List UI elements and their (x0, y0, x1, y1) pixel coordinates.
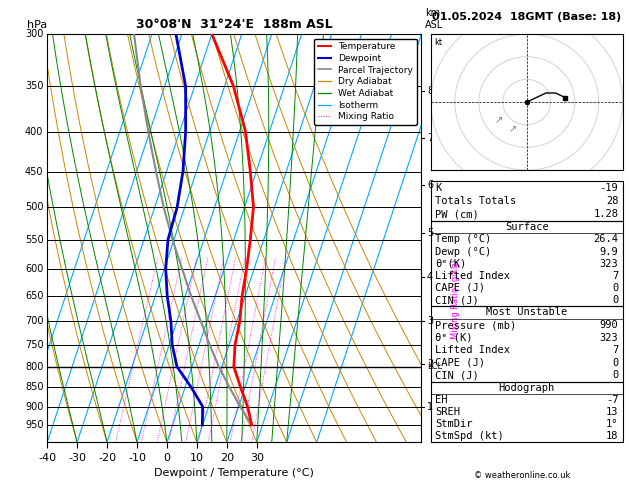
Text: 8: 8 (427, 86, 433, 96)
Text: 0: 0 (612, 358, 618, 368)
Text: 7: 7 (612, 271, 618, 281)
Text: 850: 850 (25, 382, 43, 392)
Text: km
ASL: km ASL (425, 8, 443, 30)
Text: 3: 3 (155, 447, 159, 453)
Text: 323: 323 (599, 332, 618, 343)
Text: 600: 600 (25, 264, 43, 274)
Text: K: K (435, 183, 442, 193)
Text: Most Unstable: Most Unstable (486, 308, 567, 317)
Text: 1.28: 1.28 (593, 209, 618, 220)
Text: Lifted Index: Lifted Index (435, 345, 510, 355)
Text: CAPE (J): CAPE (J) (435, 283, 485, 293)
Text: θᵉ(K): θᵉ(K) (435, 259, 467, 269)
Text: hPa: hPa (26, 20, 47, 30)
Text: LCL: LCL (427, 362, 442, 371)
Text: 13: 13 (606, 407, 618, 417)
Text: 26.4: 26.4 (593, 234, 618, 244)
Text: 550: 550 (25, 235, 43, 244)
Text: 450: 450 (25, 167, 43, 176)
Text: 700: 700 (25, 316, 43, 326)
Text: Hodograph: Hodograph (499, 382, 555, 393)
Text: 1: 1 (427, 401, 433, 412)
Text: 7: 7 (612, 345, 618, 355)
Text: kt: kt (435, 38, 443, 47)
Text: 01.05.2024  18GMT (Base: 18): 01.05.2024 18GMT (Base: 18) (432, 12, 621, 22)
Text: SREH: SREH (435, 407, 460, 417)
Text: StmSpd (kt): StmSpd (kt) (435, 431, 504, 441)
Text: 500: 500 (25, 202, 43, 212)
Text: Mixing Ratio (g/kg): Mixing Ratio (g/kg) (450, 260, 460, 339)
Title: 30°08'N  31°24'E  188m ASL: 30°08'N 31°24'E 188m ASL (136, 18, 333, 32)
Text: 1°: 1° (606, 419, 618, 429)
Text: Dewp (°C): Dewp (°C) (435, 246, 491, 257)
Text: 0: 0 (612, 370, 618, 380)
Text: Lifted Index: Lifted Index (435, 271, 510, 281)
Text: Surface: Surface (505, 222, 548, 232)
Text: © weatheronline.co.uk: © weatheronline.co.uk (474, 471, 571, 480)
Text: 650: 650 (25, 291, 43, 301)
Text: 6: 6 (427, 180, 433, 190)
Text: 323: 323 (599, 259, 618, 269)
Text: CIN (J): CIN (J) (435, 370, 479, 380)
Text: 0: 0 (612, 295, 618, 305)
Text: $\nearrow$: $\nearrow$ (507, 124, 518, 134)
Text: Pressure (mb): Pressure (mb) (435, 320, 516, 330)
Text: 8: 8 (196, 447, 201, 453)
Text: 950: 950 (25, 420, 43, 430)
Text: CIN (J): CIN (J) (435, 295, 479, 305)
Text: 2: 2 (427, 360, 433, 369)
Text: 25: 25 (247, 447, 256, 453)
Text: StmDir: StmDir (435, 419, 473, 429)
Text: 1: 1 (113, 447, 118, 453)
X-axis label: Dewpoint / Temperature (°C): Dewpoint / Temperature (°C) (154, 468, 314, 478)
Text: Totals Totals: Totals Totals (435, 196, 516, 206)
Text: -19: -19 (599, 183, 618, 193)
Text: -7: -7 (606, 395, 618, 405)
Text: 750: 750 (25, 340, 43, 350)
Text: θᵉ (K): θᵉ (K) (435, 332, 473, 343)
Text: 4: 4 (427, 273, 433, 282)
Text: 0: 0 (612, 283, 618, 293)
Text: PW (cm): PW (cm) (435, 209, 479, 220)
Text: 400: 400 (25, 126, 43, 137)
Legend: Temperature, Dewpoint, Parcel Trajectory, Dry Adiabat, Wet Adiabat, Isotherm, Mi: Temperature, Dewpoint, Parcel Trajectory… (314, 38, 417, 125)
Text: 28: 28 (606, 196, 618, 206)
Text: 7: 7 (427, 133, 433, 143)
Text: 900: 900 (25, 401, 43, 412)
Text: $\nearrow$: $\nearrow$ (493, 115, 503, 125)
Text: 300: 300 (25, 29, 43, 39)
Text: 18: 18 (606, 431, 618, 441)
Text: 2: 2 (139, 447, 143, 453)
Text: 20: 20 (237, 447, 245, 453)
Text: 16: 16 (226, 447, 235, 453)
Text: 4: 4 (167, 447, 171, 453)
Text: 6: 6 (184, 447, 188, 453)
Text: 5: 5 (427, 228, 433, 238)
Text: 3: 3 (427, 316, 433, 326)
Text: 10: 10 (204, 447, 213, 453)
Text: 800: 800 (25, 362, 43, 372)
Text: Temp (°C): Temp (°C) (435, 234, 491, 244)
Text: CAPE (J): CAPE (J) (435, 358, 485, 368)
Text: 990: 990 (599, 320, 618, 330)
Text: 350: 350 (25, 81, 43, 91)
Text: EH: EH (435, 395, 448, 405)
Text: 9.9: 9.9 (599, 246, 618, 257)
